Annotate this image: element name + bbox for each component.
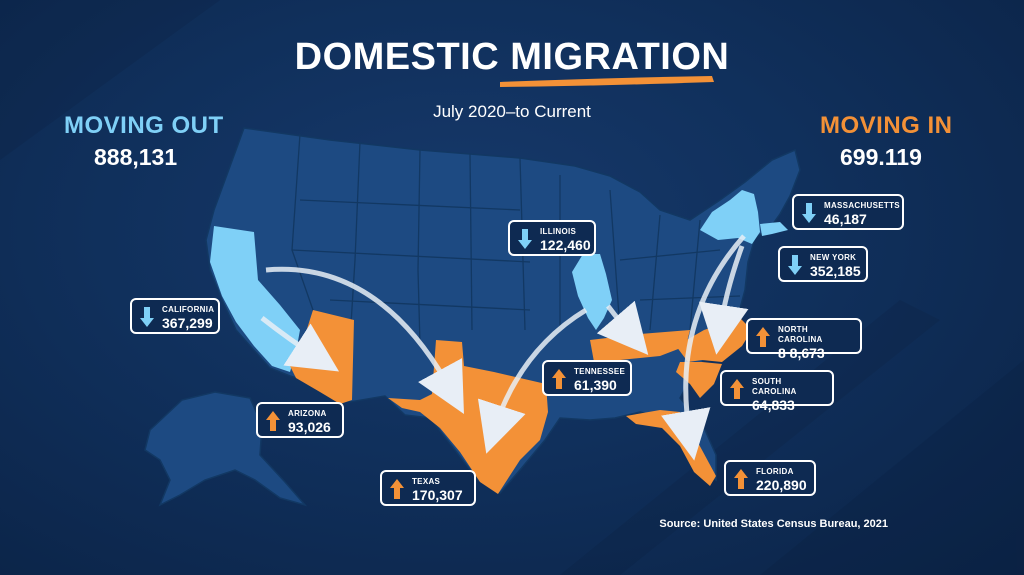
arrow-up-icon [266,411,280,431]
moving-in-label: MOVING IN [820,112,953,139]
source-credit: Source: United States Census Bureau, 202… [659,518,888,530]
state-name: SOUTH CAROLINA [752,377,797,396]
state-name: CALIFORNIA [162,305,215,314]
state-box-north-carolina: NORTH CAROLINA 8 8,673 [746,318,862,361]
arrow-ny-to-nc [698,245,749,355]
state-box-massachusetts: MASSACHUSETTS 46,187 [792,194,904,230]
moving-out-value: 888,131 [94,144,178,170]
state-name: FLORIDA [756,467,794,476]
moving-out-label: MOVING OUT [64,112,224,139]
state-box-florida: FLORIDA 220,890 [724,460,816,496]
state-name: ILLINOIS [540,227,577,236]
title-part2: MIGRATION [510,36,730,78]
arrow-up-icon [734,469,748,489]
migration-arrows [260,234,749,461]
state-value: 46,187 [824,211,867,227]
arrow-il-to-tn [596,300,649,355]
state-florida [626,410,716,486]
arrow-il-to-tx [477,307,588,454]
arrow-down-icon [802,203,816,223]
state-name: MASSACHUSETTS [824,201,900,210]
state-box-texas: TEXAS 170,307 [380,470,476,506]
state-value: 61,390 [574,377,617,393]
state-value: 367,299 [162,315,213,331]
state-texas [388,340,548,494]
state-name: ARIZONA [288,409,327,418]
state-box-tennessee: TENNESSEE 61,390 [542,360,632,396]
arrow-ca-to-tx [265,266,464,414]
state-value: 8 8,673 [778,345,825,361]
arrow-up-icon [390,479,404,499]
arrow-ny-to-fl [661,234,746,461]
title-part1: DOMESTIC [294,36,500,78]
state-california [210,226,300,372]
state-value: 352,185 [810,263,861,279]
alaska [144,391,308,507]
page-title: DOMESTIC MIGRATION [0,36,1024,79]
state-name: NEW YORK [810,253,857,262]
arrow-up-icon [756,327,770,347]
state-massachusetts [760,222,788,236]
state-new-york [700,190,760,244]
state-borders [291,133,741,346]
state-name: TEXAS [412,477,441,486]
state-value: 170,307 [412,487,463,503]
state-value: 64,833 [752,397,795,413]
state-box-california: CALIFORNIA 367,299 [130,298,220,334]
arrow-up-icon [730,379,744,399]
arrow-down-icon [788,255,802,275]
arrow-down-icon [140,307,154,327]
subtitle: July 2020–to Current [433,102,591,121]
arrow-ca-to-az [260,316,340,372]
arrow-down-icon [518,229,532,249]
title-underline [500,76,714,87]
us-mainland [205,127,801,494]
state-box-arizona: ARIZONA 93,026 [256,402,344,438]
state-name: NORTH CAROLINA [778,325,823,344]
state-box-south-carolina: SOUTH CAROLINA 64,833 [720,370,834,413]
state-value: 93,026 [288,419,331,435]
state-box-new-york: NEW YORK 352,185 [778,246,868,282]
state-box-illinois: ILLINOIS 122,460 [508,220,596,256]
state-value: 220,890 [756,477,807,493]
moving-in-value: 699.119 [840,144,922,170]
state-name: TENNESSEE [574,367,626,376]
arrow-up-icon [552,369,566,389]
state-value: 122,460 [540,237,591,253]
